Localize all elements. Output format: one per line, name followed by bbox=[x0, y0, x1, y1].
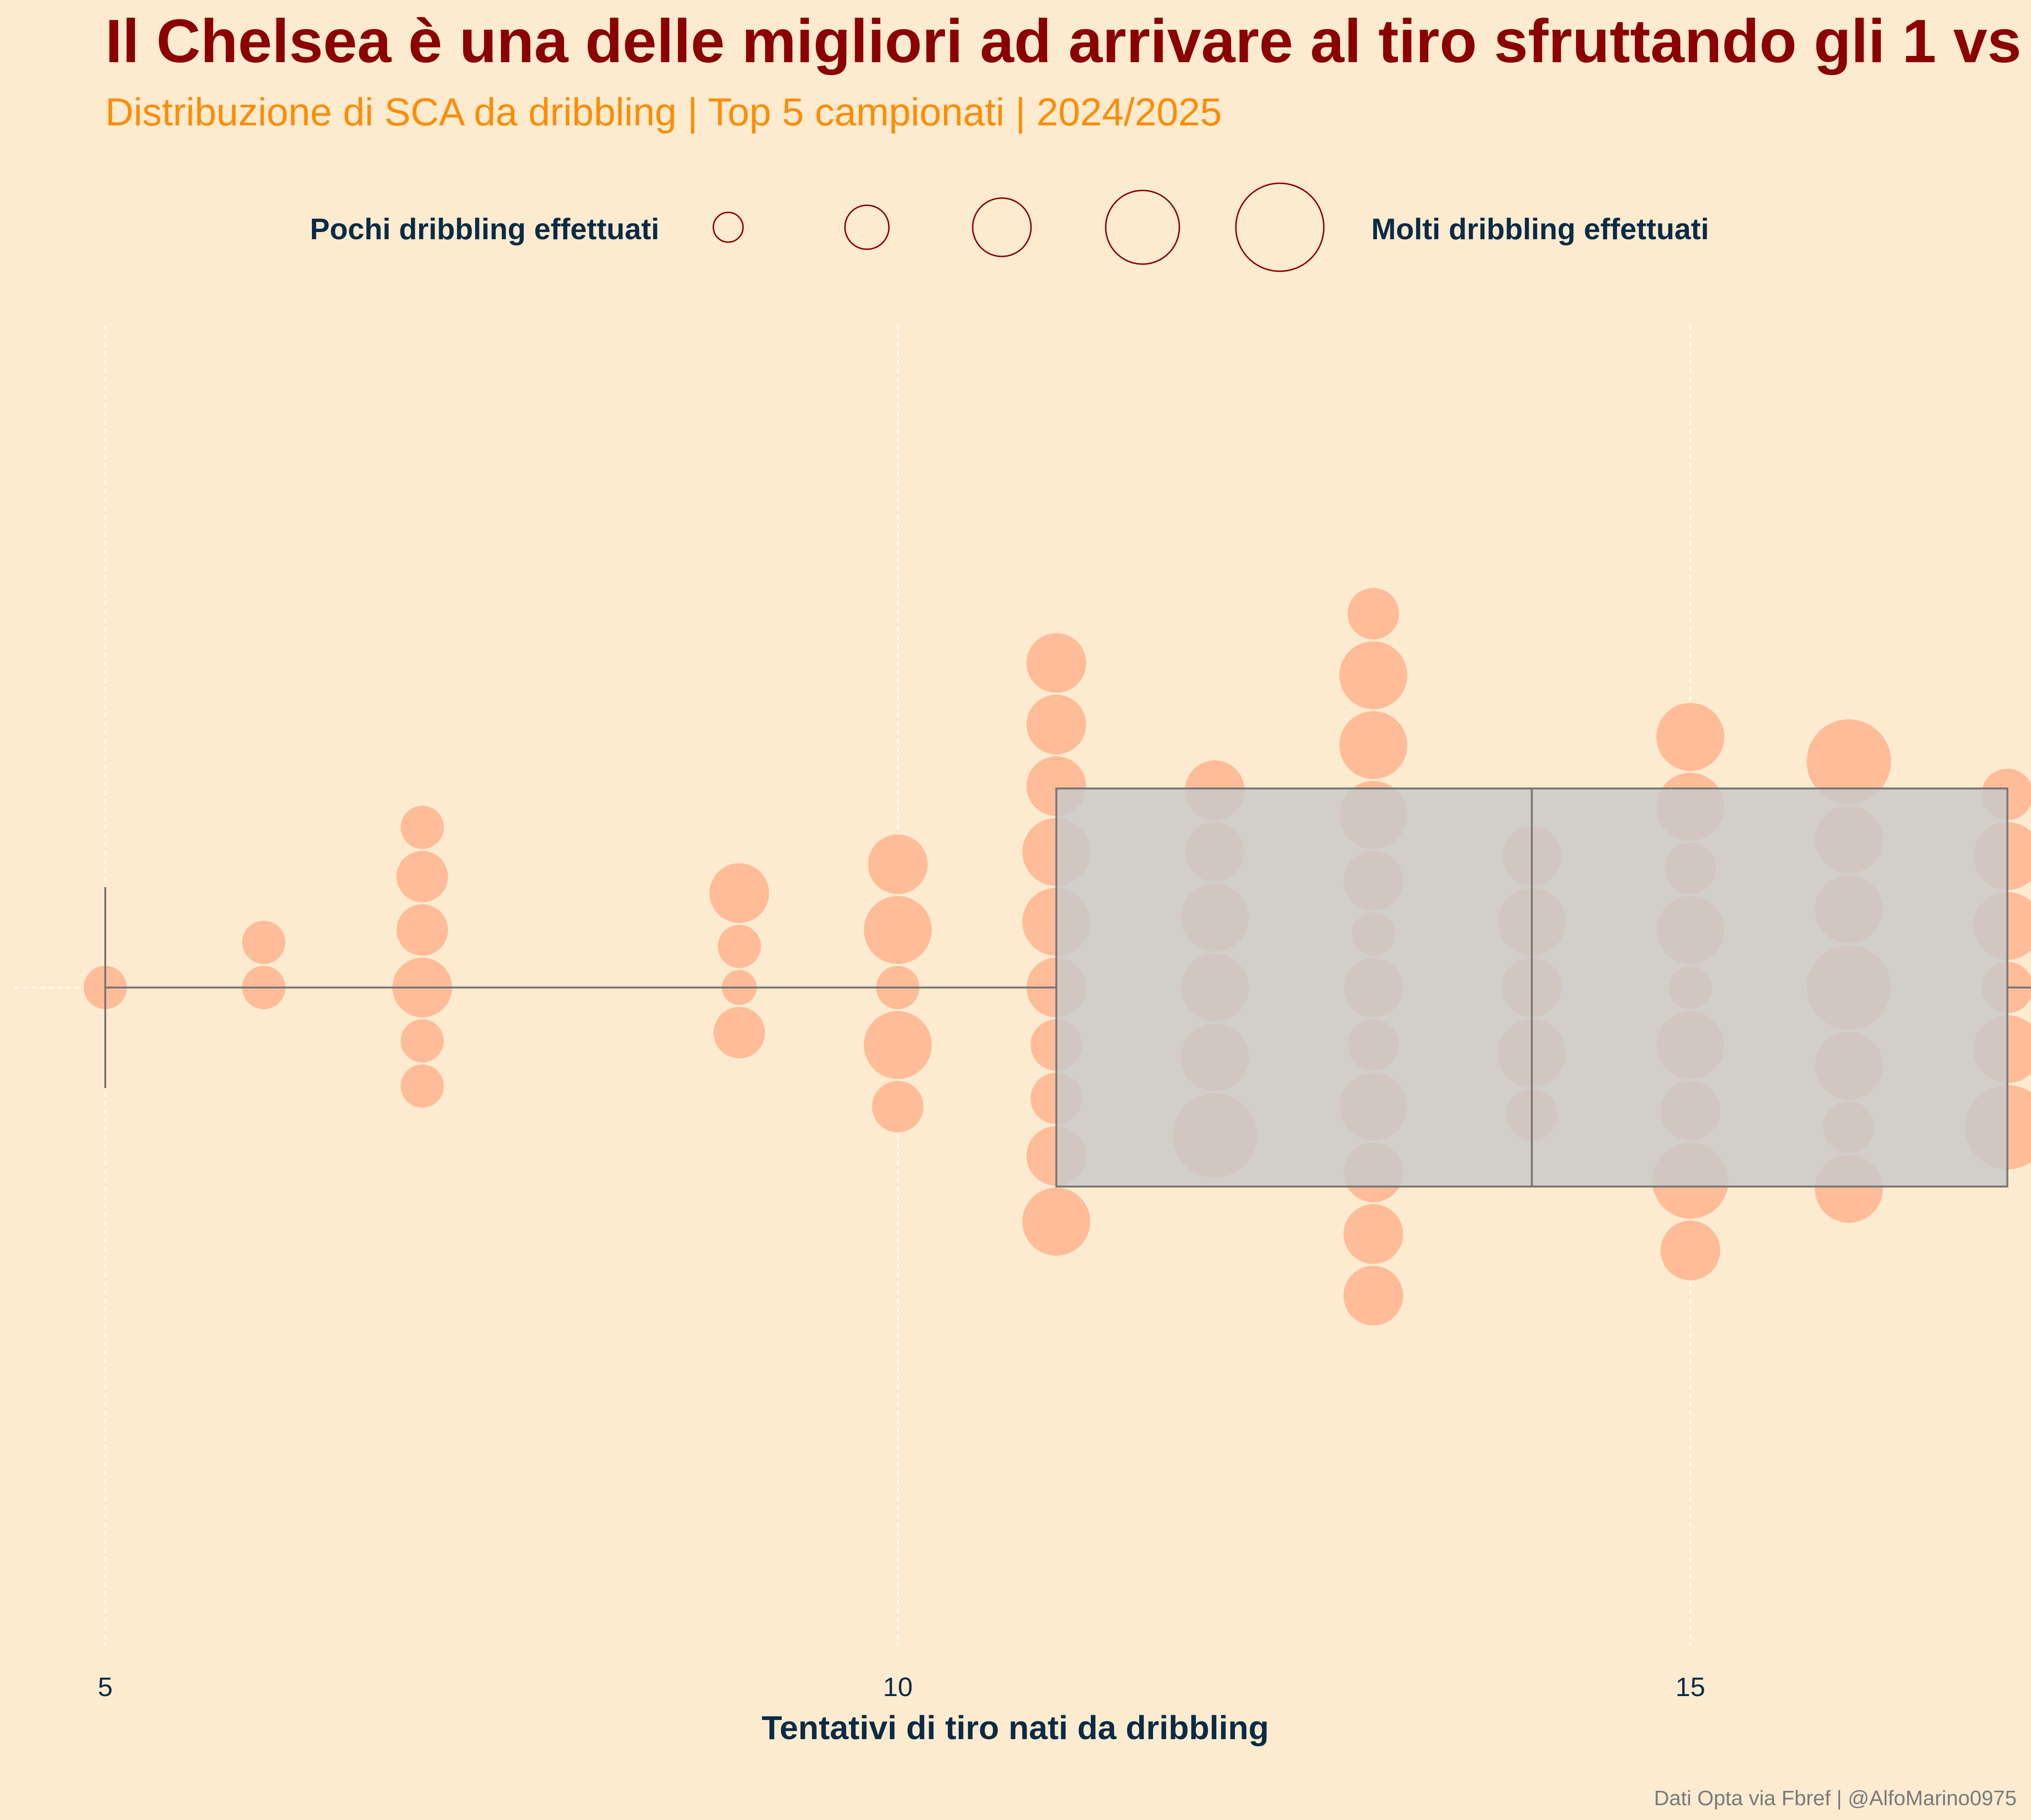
size-legend-circle-2 bbox=[844, 204, 890, 250]
boxplot bbox=[104, 788, 2031, 1187]
data-point bbox=[1343, 1265, 1403, 1326]
data-point bbox=[400, 1064, 444, 1108]
data-point bbox=[1347, 588, 1399, 640]
data-point bbox=[1656, 703, 1724, 771]
size-legend: Pochi dribbling effettuati Molti dribbli… bbox=[310, 182, 1709, 272]
size-legend-right-label: Molti dribbling effettuati bbox=[1371, 213, 1709, 246]
data-point bbox=[396, 851, 448, 902]
data-point bbox=[864, 896, 932, 964]
data-point bbox=[864, 1011, 932, 1079]
data-point bbox=[1660, 1221, 1720, 1281]
size-legend-circle-3 bbox=[972, 197, 1032, 257]
x-axis-ticks: 510152025 bbox=[98, 1672, 1705, 1702]
x-tick-label-5: 5 bbox=[98, 1672, 112, 1702]
data-point bbox=[718, 925, 761, 968]
data-point bbox=[1026, 633, 1087, 693]
x-axis-title: Tentativi di tiro nati da dribbling bbox=[762, 1709, 1269, 1746]
data-point bbox=[868, 834, 928, 894]
size-legend-circle-4 bbox=[1105, 189, 1180, 265]
chart-subtitle: Distribuzione di SCA da dribbling | Top … bbox=[105, 90, 1222, 134]
data-point bbox=[1343, 1204, 1403, 1264]
data-point bbox=[400, 806, 444, 849]
data-point bbox=[1339, 711, 1408, 779]
data-point bbox=[1022, 1187, 1090, 1256]
data-point bbox=[396, 904, 448, 956]
size-legend-left-label: Pochi dribbling effettuati bbox=[310, 213, 659, 246]
x-tick-label-15: 15 bbox=[1676, 1672, 1705, 1702]
data-point bbox=[242, 921, 286, 964]
size-legend-circle-5 bbox=[1235, 182, 1325, 272]
source-caption: Dati Opta via Fbref | @AlfoMarino0975 bbox=[1654, 1787, 2017, 1810]
data-point bbox=[713, 1007, 765, 1059]
size-legend-circle-1 bbox=[712, 211, 744, 243]
data-point bbox=[400, 1019, 444, 1063]
x-tick-label-10: 10 bbox=[883, 1672, 912, 1702]
data-point bbox=[1026, 695, 1087, 755]
chart-title: Il Chelsea è una delle migliori ad arriv… bbox=[105, 7, 2031, 76]
data-point bbox=[709, 863, 769, 923]
data-point bbox=[1339, 641, 1408, 710]
data-point bbox=[872, 1081, 924, 1132]
data-point bbox=[1807, 719, 1891, 804]
